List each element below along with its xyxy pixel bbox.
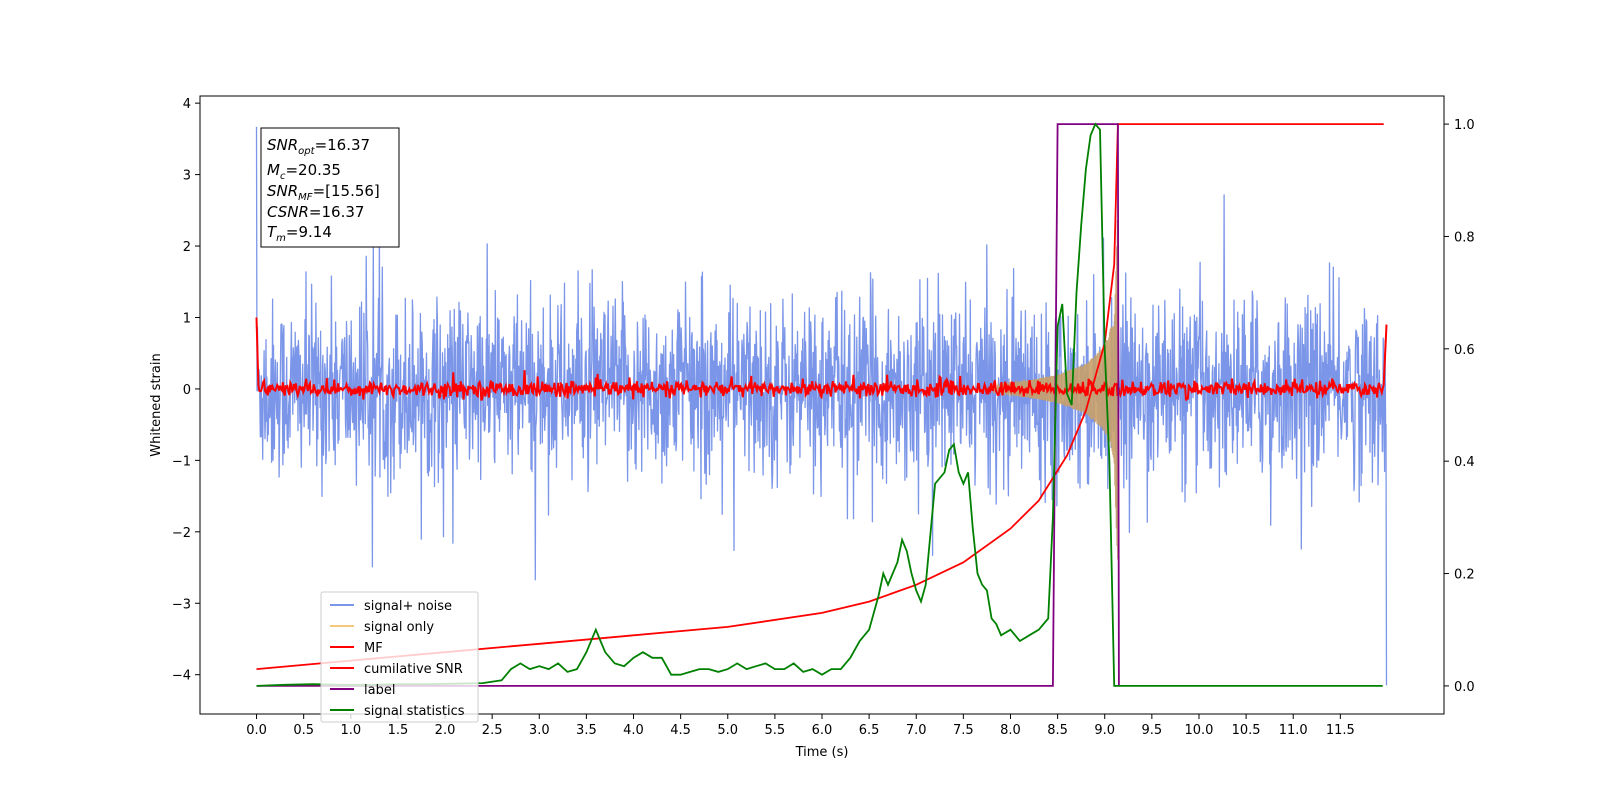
signal-statistics-line (256, 122, 1383, 687)
x-tick-label: 11.0 (1279, 723, 1308, 738)
x-tick-label: 8.0 (1000, 723, 1021, 738)
legend-label: label (364, 683, 395, 698)
legend-label: signal only (364, 620, 434, 635)
legend-label: signal statistics (364, 704, 465, 719)
y-tick-label-right: 1.0 (1454, 118, 1475, 133)
x-tick-label: 2.0 (435, 723, 456, 738)
x-tick-label: 11.5 (1326, 723, 1355, 738)
x-tick-label: 7.0 (906, 723, 927, 738)
annotation-mc: Mc=20.35 (267, 161, 341, 182)
plot-area (255, 122, 1388, 687)
y-tick-label-left: 1 (183, 311, 191, 326)
x-tick-label: 6.5 (859, 723, 880, 738)
y-tick-label-right: 0.2 (1454, 568, 1475, 583)
x-tick-label: 5.5 (765, 723, 786, 738)
x-tick-label: 4.5 (670, 723, 691, 738)
legend-label: MF (364, 641, 383, 656)
legend-label: signal+ noise (364, 599, 452, 614)
y-tick-label-left: −2 (172, 526, 191, 541)
right-axis-series (256, 122, 1384, 687)
mf-series (255, 317, 1388, 401)
y-tick-label-left: −4 (172, 669, 191, 684)
y-tick-label-left: 4 (183, 97, 191, 112)
y-tick-label-left: −3 (172, 597, 191, 612)
legend-label: cumilative SNR (364, 662, 463, 677)
x-tick-label: 3.5 (576, 723, 597, 738)
annotation-box (260, 127, 400, 248)
x-tick-label: 8.5 (1047, 723, 1068, 738)
legend: signal+ noise signal only MF cumilative SNR… (320, 591, 479, 723)
x-tick-label: 9.5 (1142, 723, 1163, 738)
y-tick-label-right: 0.8 (1454, 230, 1475, 245)
y-tick-label-left: −1 (172, 454, 191, 469)
y-tick-label-right: 0.6 (1454, 343, 1475, 358)
x-tick-label: 10.0 (1184, 723, 1213, 738)
y-tick-label-right: 0.4 (1454, 455, 1475, 470)
y-tick-label-right: 0.0 (1454, 680, 1475, 695)
x-axis-label: Time (s) (795, 745, 849, 760)
annotation-csnr: CSNR=16.37 (267, 203, 364, 221)
y-axis-label: Whitened strain (149, 353, 164, 456)
x-tick-label: 3.0 (529, 723, 550, 738)
annotation-tm: Tm=9.14 (267, 223, 332, 244)
x-axis: 0.0 0.5 1.0 1.5 2.0 2.5 3.0 3.5 4.0 4.5 5.0 5.5 6.0 6… (246, 714, 1355, 738)
x-tick-label: 10.5 (1232, 723, 1261, 738)
x-tick-label: 6.0 (812, 723, 833, 738)
y-axis-left: 4 3 2 1 0 −1 −2 −3 −4 (172, 97, 200, 684)
mf-line (255, 317, 1388, 401)
y-tick-label-left: 2 (183, 240, 191, 255)
y-tick-label-left: 3 (183, 169, 191, 184)
x-tick-label: 9.0 (1094, 723, 1115, 738)
x-tick-label: 4.0 (623, 723, 644, 738)
x-tick-label: 7.5 (953, 723, 974, 738)
x-tick-label: 0.0 (246, 723, 267, 738)
annotation-snr-opt: SNRopt=16.37 (267, 136, 370, 157)
x-tick-label: 5.0 (717, 723, 738, 738)
x-tick-label: 2.5 (482, 723, 503, 738)
annotation-snr-mf: SNRMF=[15.56] (267, 182, 380, 203)
legend-box (320, 591, 479, 723)
y-axis-right: 1.0 0.8 0.6 0.4 0.2 0.0 (1444, 118, 1475, 695)
x-tick-label: 1.0 (340, 723, 361, 738)
stats-annotation: SNRopt=16.37 Mc=20.35 SNRMF=[15.56] CSNR… (260, 127, 400, 248)
y-tick-label-left: 0 (183, 383, 191, 398)
cumulative-snr-line (256, 123, 1384, 670)
label-line (256, 123, 1120, 687)
x-tick-label: 1.5 (388, 723, 409, 738)
x-tick-label: 0.5 (293, 723, 314, 738)
